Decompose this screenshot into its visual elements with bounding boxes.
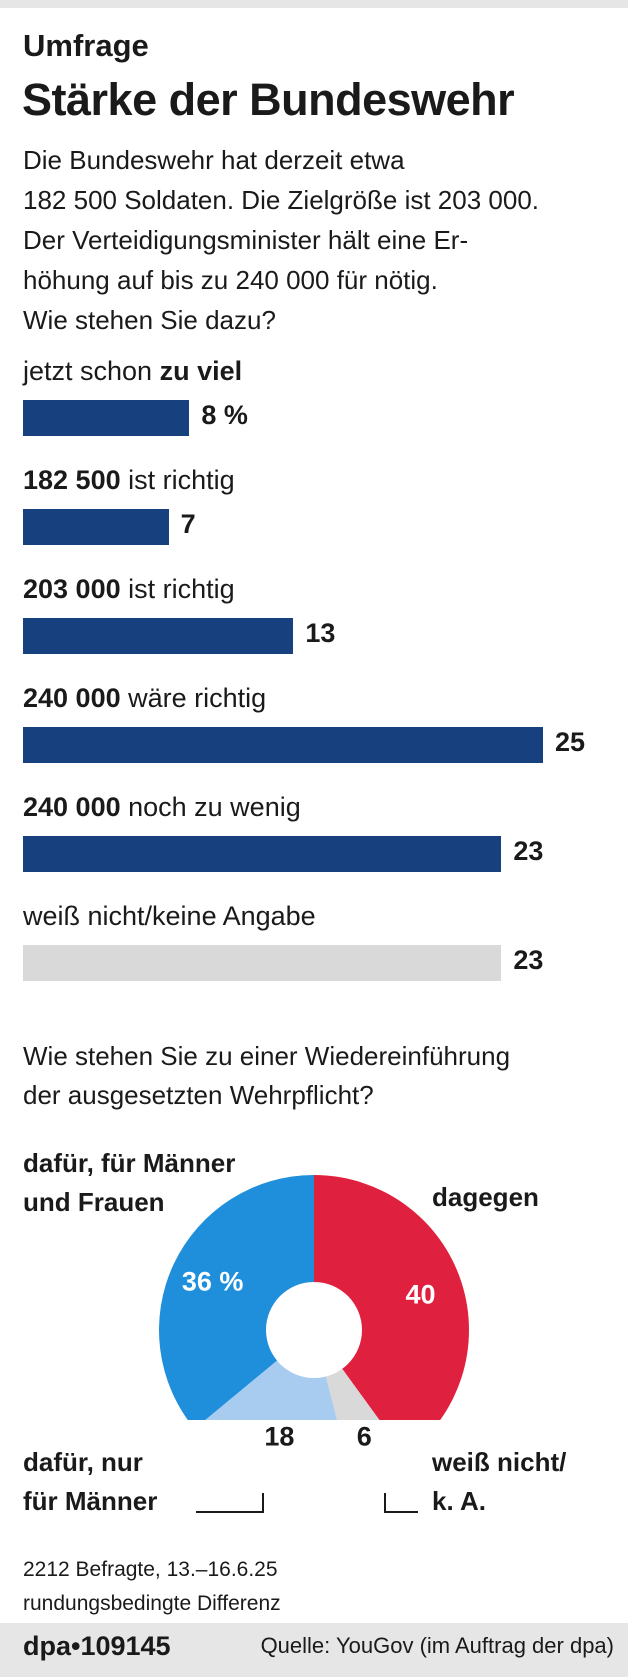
bar-label-text: ist richtig — [120, 574, 235, 604]
pie-question-line: Wie stehen Sie zu einer Wiedereinführung — [23, 1041, 511, 1071]
bar — [23, 618, 294, 654]
pie-label-line: und Frauen — [23, 1187, 165, 1217]
bar-value-label: 23 — [513, 836, 544, 866]
pie-slice-value: 6 — [356, 1421, 372, 1452]
bar-label-text: noch zu wenig — [120, 792, 301, 822]
footnote: rundungsbedingte Differenz — [23, 1592, 281, 1615]
leader-line-unknown — [384, 1511, 418, 1514]
bar — [23, 400, 190, 436]
bar — [23, 509, 169, 545]
intro-line: Wie stehen Sie dazu? — [23, 305, 276, 335]
footnote: 2212 Befragte, 13.–16.6.25 — [23, 1558, 278, 1581]
intro-text: Die Bundeswehr hat derzeit etwa 182 500 … — [23, 140, 623, 340]
pie-question: Wie stehen Sie zu einer Wiedereinführung… — [23, 1037, 623, 1115]
donut-hole — [266, 1282, 362, 1378]
bar-value-label: 23 — [513, 945, 544, 975]
bar-label-text: weiß nicht/keine Angabe — [23, 901, 316, 931]
pie-slice — [314, 1175, 469, 1420]
bar — [23, 836, 502, 872]
pie-label-line: dafür, für Männer — [23, 1148, 236, 1178]
bar-category-label: 240 000 wäre richtig — [23, 683, 266, 714]
footer-bar: dpa•109145 Quelle: YouGov (im Auftrag de… — [0, 1623, 628, 1677]
bar-label-emphasis: 240 000 — [23, 792, 121, 822]
source-credit: Quelle: YouGov (im Auftrag der dpa) — [260, 1633, 614, 1658]
pie-slice-value: 40 — [405, 1279, 436, 1310]
pie-label-line: für Männer — [23, 1486, 158, 1516]
donut-chart — [159, 1175, 469, 1420]
bar-label-emphasis: 240 000 — [23, 683, 121, 713]
bar-category-label: 203 000 ist richtig — [23, 574, 235, 605]
bar-value-label: 25 — [555, 727, 586, 757]
top-strip — [0, 0, 628, 8]
pie-label-unknown: weiß nicht/ k. A. — [432, 1443, 566, 1521]
bar — [23, 727, 543, 763]
intro-line: Die Bundeswehr hat derzeit etwa — [23, 145, 405, 175]
graphic-id: dpa•109145 — [23, 1631, 171, 1661]
bar-label-emphasis: 203 000 — [23, 574, 121, 604]
pie-label-line: dafür, nur — [23, 1447, 143, 1477]
leader-line-for-men — [196, 1511, 262, 1514]
bar-category-label: 182 500 ist richtig — [23, 465, 235, 496]
bar-label-emphasis: zu viel — [159, 356, 243, 386]
footnotes: 2212 Befragte, 13.–16.6.25 rundungsbedin… — [23, 1553, 281, 1621]
bar-category-label: weiß nicht/keine Angabe — [23, 901, 316, 932]
pie-slice-value: 36 % — [181, 1266, 244, 1297]
bar — [23, 945, 502, 981]
bar-label-text: ist richtig — [120, 465, 235, 495]
pie-label-against: dagegen — [432, 1178, 539, 1217]
leader-line-unknown — [384, 1493, 386, 1513]
bar-value-label: 8 % — [201, 400, 248, 430]
chart-title: Stärke der Bundeswehr — [22, 74, 515, 125]
pie-label-line: k. A. — [432, 1486, 486, 1516]
intro-line: höhung auf bis zu 240 000 für nötig. — [23, 265, 438, 295]
pie-label-line: weiß nicht/ — [432, 1447, 567, 1477]
pie-label-line: dagegen — [432, 1182, 539, 1212]
bar-category-label: 240 000 noch zu wenig — [23, 792, 301, 823]
pie-slice — [159, 1175, 314, 1420]
pie-label-for-men: dafür, nur für Männer — [23, 1443, 157, 1521]
bar-label-text: jetzt schon — [23, 356, 160, 386]
bar-value-label: 7 — [180, 509, 196, 539]
pie-label-for-all: dafür, für Männer und Frauen — [23, 1144, 235, 1222]
leader-line-for-men — [262, 1493, 264, 1513]
bar-value-label: 13 — [305, 618, 336, 648]
pie-question-line: der ausgesetzten Wehrpflicht? — [23, 1080, 374, 1110]
kicker: Umfrage — [23, 28, 149, 63]
bar-category-label: jetzt schon zu viel — [23, 356, 242, 387]
intro-line: 182 500 Soldaten. Die Zielgröße ist 203 … — [23, 185, 540, 215]
bar-label-text: wäre richtig — [120, 683, 267, 713]
bar-label-emphasis: 182 500 — [23, 465, 121, 495]
intro-line: Der Verteidigungsminister hält eine Er- — [23, 225, 469, 255]
pie-slice-value: 18 — [264, 1421, 295, 1452]
